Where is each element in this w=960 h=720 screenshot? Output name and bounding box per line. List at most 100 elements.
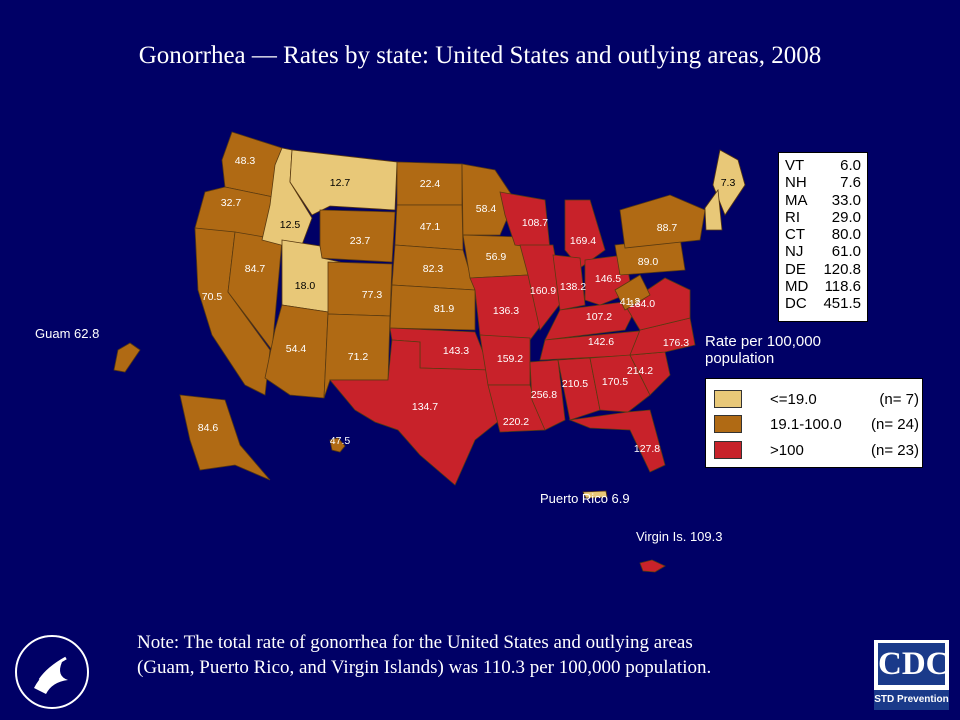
state-value-ak: 84.6	[198, 422, 219, 434]
hhs-eagle-icon	[34, 662, 68, 694]
state-value-ga: 170.5	[602, 376, 628, 388]
state-shape-wv	[614, 274, 651, 311]
territory-shape-virgin-islands	[639, 559, 666, 573]
small-state-value: 33.0	[831, 191, 861, 209]
page-title: Gonorrhea — Rates by state: United State…	[138, 42, 822, 69]
small-state-value: 118.6	[824, 278, 861, 296]
state-labels: 48.3 32.7 70.5 84.7 12.5 12.7 23.7 18.0 54.4 77.3…	[198, 155, 736, 455]
state-value-me: 7.3	[721, 177, 736, 189]
small-state-value: 7.6	[840, 174, 861, 192]
small-state-abbr: MA	[785, 191, 808, 209]
footnote-line1: Note: The total rate of gonorrhea for th…	[137, 632, 693, 653]
state-shape-ak	[179, 394, 271, 481]
legend-count-low: (n= 7)	[879, 390, 919, 408]
legend-row-low: <=19.0 (n= 7)	[714, 389, 919, 409]
state-value-co: 77.3	[362, 289, 383, 301]
small-state-abbr: CT	[785, 226, 805, 244]
legend-row-high: >100 (n= 23)	[714, 440, 919, 460]
state-value-ca: 70.5	[202, 291, 223, 303]
virgin-islands-label: Virgin Is. 109.3	[636, 529, 722, 544]
legend-title-line1: Rate per 100,000	[705, 333, 821, 350]
cdc-logo: CDC STD Prevention	[874, 640, 950, 710]
small-state-row-nj: NJ 61.0	[785, 243, 861, 260]
state-shape-co	[327, 261, 393, 317]
legend-title-line2: population	[705, 350, 775, 367]
cdc-logo-word: CDC	[878, 643, 950, 685]
state-value-tn: 142.6	[588, 336, 614, 348]
state-value-ne: 82.3	[423, 263, 444, 275]
legend-range-high: >100	[770, 441, 804, 459]
state-value-tx: 134.7	[412, 401, 438, 413]
small-state-value: 80.0	[831, 226, 861, 244]
legend-swatch-mid	[714, 415, 742, 433]
puerto-rico-label: Puerto Rico 6.9	[540, 491, 630, 506]
state-shape-ks	[389, 284, 476, 331]
state-value-ms: 256.8	[531, 389, 557, 401]
state-shape-wy	[319, 209, 396, 263]
state-value-or: 32.7	[221, 197, 242, 209]
state-value-nc: 176.3	[663, 337, 689, 349]
state-value-in: 138.2	[560, 281, 586, 293]
small-states-box: VT 6.0 NH 7.6 MA 33.0 RI 29.0 CT 80.0 NJ 61.0 DE 120.…	[778, 152, 868, 322]
footnote-line2: (Guam, Puerto Rico, and Virgin Islands) …	[137, 657, 712, 678]
state-value-mn: 58.4	[476, 203, 497, 215]
small-state-value: 451.5	[823, 295, 861, 313]
state-shape-in	[552, 254, 586, 311]
legend-swatch-low	[714, 390, 742, 408]
small-state-row-ma: MA 33.0	[785, 192, 861, 209]
state-value-al: 210.5	[562, 378, 588, 390]
small-state-abbr: DC	[785, 295, 807, 313]
state-value-sc: 214.2	[627, 365, 653, 377]
small-state-row-md: MD 118.6	[785, 278, 861, 295]
state-value-mo: 136.3	[493, 305, 519, 317]
legend-range-mid: 19.1-100.0	[770, 415, 842, 433]
hhs-seal-ring	[15, 635, 89, 709]
state-value-ok: 143.3	[443, 345, 469, 357]
state-value-wi: 108.7	[522, 217, 548, 229]
state-shape-tx	[329, 339, 501, 486]
small-state-value: 6.0	[840, 157, 861, 174]
territory-shape-puerto-rico	[582, 490, 608, 499]
small-state-value: 61.0	[831, 243, 861, 261]
state-value-oh: 146.5	[595, 273, 621, 285]
state-value-fl: 127.8	[634, 443, 660, 455]
state-shape-ms	[529, 359, 566, 431]
state-value-sd: 47.1	[420, 221, 441, 233]
small-state-abbr: RI	[785, 208, 800, 226]
small-state-row-ri: RI 29.0	[785, 209, 861, 226]
state-value-ny: 88.7	[657, 222, 678, 234]
state-value-va: 134.0	[629, 298, 655, 310]
small-state-abbr: NJ	[785, 243, 804, 261]
state-value-mt: 12.7	[330, 177, 351, 189]
legend: <=19.0 (n= 7) 19.1-100.0 (n= 24) >100 (n…	[705, 378, 923, 468]
state-value-wy: 23.7	[350, 235, 371, 247]
state-shape-ga	[589, 354, 651, 413]
state-shape-fl	[568, 409, 666, 473]
state-shapes	[113, 131, 746, 573]
hhs-seal-logo	[15, 635, 89, 709]
state-value-ar: 159.2	[497, 353, 523, 365]
state-shape-me	[712, 149, 746, 216]
footnote: Note: The total rate of gonorrhea for th…	[137, 630, 837, 680]
state-value-la: 220.2	[503, 416, 529, 428]
state-shape-va	[624, 277, 691, 331]
state-value-hi: 47.5	[330, 435, 351, 447]
cdc-logo-subtitle: STD Prevention	[874, 690, 949, 710]
territory-shape-guam	[113, 342, 141, 373]
small-state-abbr: MD	[785, 278, 809, 296]
small-state-row-ct: CT 80.0	[785, 226, 861, 243]
state-value-id: 12.5	[280, 219, 301, 231]
small-state-abbr: DE	[785, 260, 806, 278]
state-value-ks: 81.9	[434, 303, 455, 315]
state-value-wv: 41.2	[620, 296, 641, 308]
legend-range-low: <=19.0	[770, 390, 817, 408]
state-shape-hi	[329, 437, 346, 453]
state-value-ky: 107.2	[586, 311, 612, 323]
legend-row-mid: 19.1-100.0 (n= 24)	[714, 414, 919, 434]
legend-count-mid: (n= 24)	[871, 415, 919, 433]
small-state-row-de: DE 120.8	[785, 261, 861, 278]
small-state-row-nh: NH 7.6	[785, 174, 861, 191]
legend-title: Rate per 100,000 population	[705, 333, 865, 367]
small-state-value: 29.0	[831, 208, 861, 226]
